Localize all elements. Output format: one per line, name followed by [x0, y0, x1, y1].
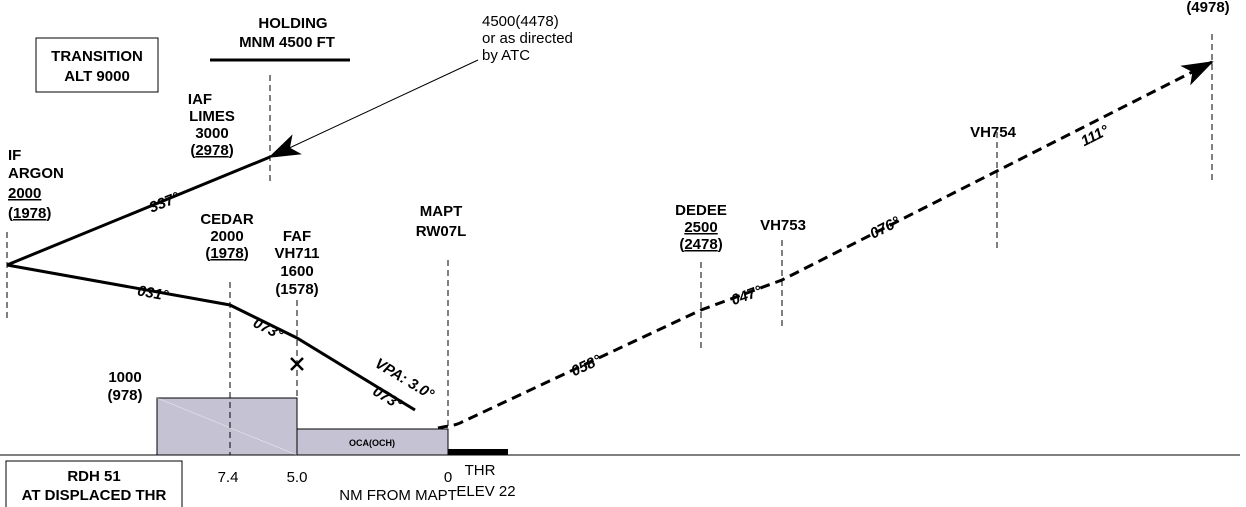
dedee-height: (2478)	[679, 236, 722, 253]
distance-7-4: 7.4	[218, 469, 239, 486]
transition-line1: TRANSITION	[51, 48, 143, 65]
step-alt-line2: (978)	[107, 387, 142, 404]
if-name: ARGON	[8, 165, 64, 182]
faf-alt: 1600	[280, 263, 313, 280]
if-role: IF	[8, 147, 21, 164]
iaf-alt: 3000	[195, 125, 228, 142]
cedar-alt: 2000	[210, 228, 243, 245]
atc-note-line2: or as directed	[482, 30, 573, 47]
cedar-height: (1978)	[205, 245, 248, 262]
course-076: 076°	[867, 213, 903, 243]
oca-area-final	[296, 428, 449, 456]
holding-line1: HOLDING	[258, 15, 327, 32]
missed-approach-path	[437, 60, 1214, 430]
approach-segment	[6, 263, 416, 412]
faf-name: VH711	[274, 245, 319, 262]
initial-segment-337	[6, 155, 271, 267]
oca-och-label: OCA(OCH)	[349, 438, 395, 448]
atc-note-line3: by ATC	[482, 47, 530, 64]
faf-height: (1578)	[275, 281, 318, 298]
course-047: 047°	[729, 282, 765, 309]
rdh-box	[5, 460, 183, 507]
course-031: 031°	[136, 283, 170, 305]
distance-5-0: 5.0	[287, 469, 308, 486]
dedee-alt: 2500	[684, 219, 717, 236]
vh753-label: VH753	[760, 217, 806, 234]
transition-line2: ALT 9000	[64, 68, 130, 85]
iaf-height-value: 2978	[195, 142, 228, 159]
mapt-name: RW07L	[416, 223, 467, 240]
course-073-b: 073°	[370, 383, 406, 414]
if-height-value: 1978	[13, 205, 46, 222]
iaf-name: LIMES	[189, 108, 235, 125]
course-058: 058°	[568, 351, 604, 380]
cedar-name: CEDAR	[200, 211, 254, 228]
if-alt: 2000	[8, 185, 41, 202]
course-337: 337°	[147, 189, 183, 217]
rdh-line1: RDH 51	[67, 468, 120, 485]
top-right-altitude: (4978)	[1186, 0, 1229, 16]
rdh-line2: AT DISPLACED THR	[22, 487, 167, 504]
transition-box	[35, 37, 159, 93]
distance-0: 0	[444, 469, 452, 486]
dedee-name: DEDEE	[675, 202, 727, 219]
holding-line2: MNM 4500 FT	[239, 34, 335, 51]
threshold-line2: ELEV 22	[456, 483, 515, 500]
atc-note-line1: 4500(4478)	[482, 13, 559, 30]
distance-unit: NM FROM MAPT	[339, 487, 457, 504]
faf-cross-icon	[290, 357, 304, 371]
mapt-role: MAPT	[420, 203, 463, 220]
iaf-height: (2978)	[190, 142, 233, 159]
dedee-height-value: 2478	[684, 236, 717, 253]
cedar-height-value: 1978	[210, 245, 243, 262]
step-alt-line1: 1000	[108, 369, 141, 386]
if-height: (1978)	[8, 205, 51, 222]
course-073-a: 073°	[250, 314, 286, 344]
threshold-line1: THR	[465, 462, 496, 479]
faf-role: FAF	[283, 228, 311, 245]
atc-arrow	[268, 59, 479, 158]
oca-area-diagonal	[156, 397, 298, 456]
vh754-label: VH754	[970, 124, 1017, 141]
runway-threshold-bar	[448, 449, 508, 455]
iaf-role: IAF	[188, 91, 212, 108]
